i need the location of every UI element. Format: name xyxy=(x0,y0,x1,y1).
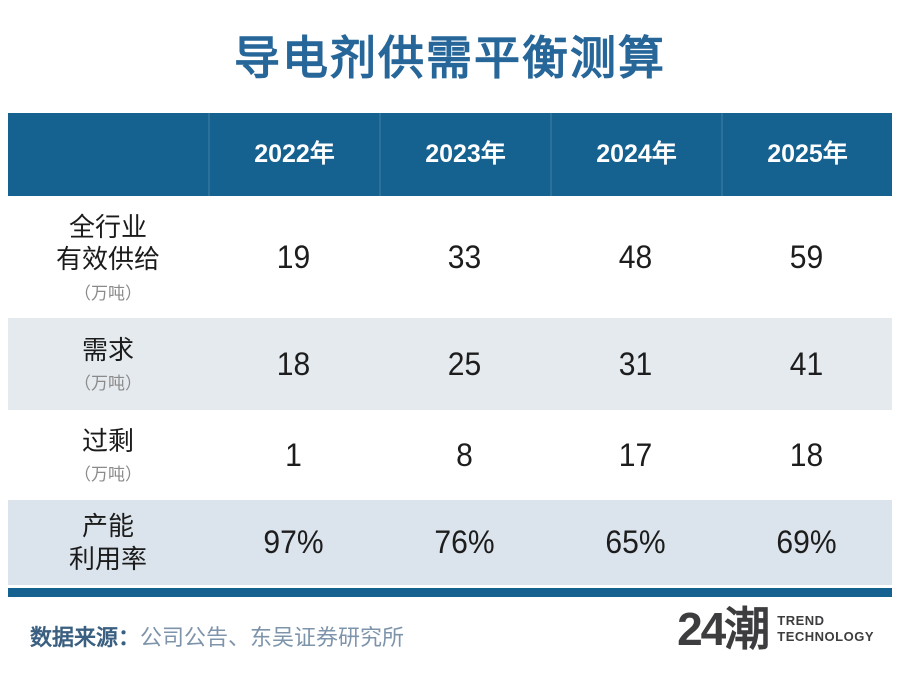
brand-logo-tagline: TREND TECHNOLOGY xyxy=(777,613,874,646)
brand-logo-tagline-line1: TREND xyxy=(777,613,825,628)
cell-value: 31 xyxy=(618,345,653,382)
data-source-label: 数据来源： xyxy=(30,625,141,650)
row-label-line: 利用率 xyxy=(68,543,147,574)
row-label-line: 过剩 xyxy=(81,425,134,456)
cell-value: 17 xyxy=(618,436,653,473)
cell-value: 48 xyxy=(618,238,653,275)
cell-value: 33 xyxy=(447,238,482,275)
cell-value: 97% xyxy=(263,524,324,560)
header-year-2024: 2024年 xyxy=(550,113,721,196)
cell-value: 19 xyxy=(276,238,311,275)
cell-value: 69% xyxy=(776,524,837,560)
header-year-2023: 2023年 xyxy=(379,113,550,196)
cell-value: 18 xyxy=(789,436,824,473)
brand-logo: 24潮 TREND TECHNOLOGY xyxy=(677,604,874,655)
row-label-line: 产能 xyxy=(81,511,134,541)
cell-value: 18 xyxy=(276,345,311,382)
cell-value: 1 xyxy=(285,436,302,473)
row-unit: （万吨） xyxy=(74,283,142,303)
data-source-text: 公司公告、东吴证券研究所 xyxy=(140,625,405,650)
data-source: 数据来源：公司公告、东吴证券研究所 xyxy=(30,620,404,652)
cell-value: 59 xyxy=(789,238,824,275)
header-year-2025: 2025年 xyxy=(721,113,892,196)
row-label-surplus: 过剩 （万吨） xyxy=(8,425,208,486)
cell-value: 65% xyxy=(605,524,666,560)
row-label-utilization: 产能 利用率 xyxy=(8,510,208,575)
supply-demand-table: 2022年 2023年 2024年 2025年 全行业 有效供给 （万吨） 19… xyxy=(8,113,892,597)
table-header-row: 2022年 2023年 2024年 2025年 xyxy=(8,113,892,196)
cell-value: 8 xyxy=(456,436,473,473)
brand-logo-wordmark: 24潮 xyxy=(677,603,770,655)
table-row-supply: 全行业 有效供给 （万吨） 19 33 48 59 xyxy=(8,196,892,318)
table-row-surplus: 过剩 （万吨） 1 8 17 18 xyxy=(8,410,892,500)
table-row-utilization: 产能 利用率 97% 76% 65% 69% xyxy=(8,500,892,585)
row-label-line: 有效供给 xyxy=(55,244,160,274)
row-label-demand: 需求 （万吨） xyxy=(8,334,208,395)
brand-logo-tagline-line2: TECHNOLOGY xyxy=(777,629,874,645)
page-title: 导电剂供需平衡测算 xyxy=(234,32,666,84)
table-row-demand: 需求 （万吨） 18 25 31 41 xyxy=(8,318,892,410)
cell-value: 41 xyxy=(789,345,824,382)
cell-value: 76% xyxy=(434,524,495,560)
table-bottom-border xyxy=(8,588,892,597)
header-empty-cell xyxy=(8,113,208,196)
header-year-2022: 2022年 xyxy=(208,113,379,196)
row-unit: （万吨） xyxy=(74,465,142,485)
row-label-line: 全行业 xyxy=(68,211,147,242)
row-label-line: 需求 xyxy=(81,334,134,365)
row-unit: （万吨） xyxy=(74,374,142,394)
row-label-supply: 全行业 有效供给 （万吨） xyxy=(8,211,208,304)
cell-value: 25 xyxy=(447,345,482,382)
